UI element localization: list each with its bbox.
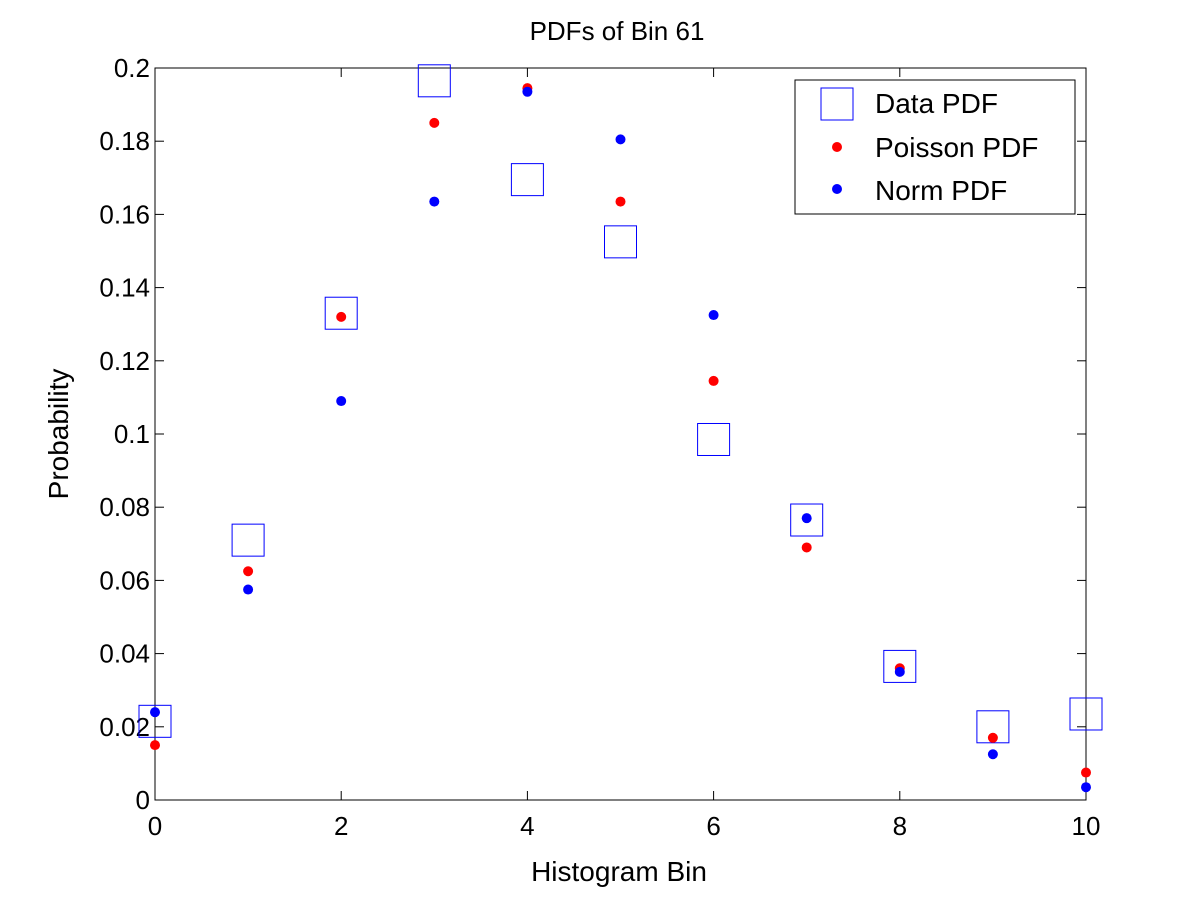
data-pdf-point	[1069, 697, 1103, 731]
y-tick-label: 0.14	[99, 273, 150, 303]
chart-title: PDFs of Bin 61	[530, 16, 705, 46]
norm-pdf-point	[987, 749, 998, 760]
y-tick-label: 0.16	[99, 199, 150, 229]
x-tick-label: 2	[334, 811, 348, 841]
y-tick-label: 0	[136, 785, 150, 815]
poisson-pdf-point	[243, 566, 254, 577]
data-pdf-point	[231, 523, 265, 557]
data-pdf-point	[324, 296, 358, 330]
poisson-pdf-point	[1081, 767, 1091, 778]
legend-marker-data-pdf-icon	[820, 87, 854, 121]
norm-pdf-point	[243, 584, 254, 595]
legend-marker-poisson-pdf-icon	[832, 142, 842, 152]
y-tick-label: 0.1	[114, 419, 150, 449]
y-tick-label: 0.08	[99, 492, 150, 522]
ticks-layer: 0 2 4 6 8 10 0 0.02 0.04 0.06 0.08 0.1 0.12 0.14 0.16 0…	[99, 53, 1100, 841]
norm-pdf-point	[522, 86, 533, 97]
y-tick-label: 0.12	[99, 346, 150, 376]
y-axis-label: Probability	[43, 369, 74, 500]
y-tick-label: 0.04	[99, 639, 150, 669]
y-tick-label: 0.02	[99, 712, 150, 742]
x-tick-label: 8	[893, 811, 907, 841]
poisson-pdf-point	[150, 740, 160, 751]
legend-label-poisson-pdf: Poisson PDF	[875, 132, 1038, 163]
data-pdf-point	[604, 225, 637, 259]
x-axis-label: Histogram Bin	[531, 856, 707, 887]
data-pdf-point	[138, 704, 172, 738]
norm-pdf-point	[615, 134, 626, 145]
norm-pdf-point	[801, 513, 812, 524]
x-tick-label: 6	[706, 811, 720, 841]
data-pdf-point	[417, 64, 451, 98]
data-pdf-point	[510, 163, 544, 197]
norm-pdf-point	[429, 196, 440, 207]
legend-label-norm-pdf: Norm PDF	[875, 175, 1007, 206]
poisson-pdf-point	[708, 375, 719, 386]
y-tick-label: 0.18	[99, 126, 150, 156]
poisson-pdf-point	[429, 117, 440, 128]
poisson-pdf-point	[615, 196, 626, 207]
poisson-pdf-point	[801, 542, 812, 553]
norm-pdf-point	[708, 310, 719, 321]
legend-label-data-pdf: Data PDF	[875, 88, 998, 119]
x-tick-label: 0	[148, 811, 162, 841]
x-tick-label: 10	[1072, 811, 1101, 841]
y-tick-label: 0.2	[114, 53, 150, 83]
legend-marker-norm-pdf-icon	[832, 184, 842, 194]
poisson-pdf-point	[336, 311, 347, 322]
series-norm-pdf	[150, 86, 1091, 793]
norm-pdf-point	[150, 707, 160, 718]
y-tick-label: 0.06	[99, 565, 150, 595]
series-data-pdf	[138, 64, 1103, 744]
poisson-pdf-point	[987, 732, 998, 743]
norm-pdf-point	[894, 666, 905, 677]
marks-layer	[138, 64, 1103, 793]
data-pdf-point	[976, 710, 1010, 744]
data-pdf-point	[883, 649, 917, 683]
norm-pdf-point	[1081, 782, 1091, 793]
norm-pdf-point	[336, 396, 347, 407]
x-tick-label: 4	[520, 811, 534, 841]
data-pdf-point	[697, 422, 731, 456]
data-pdf-point	[790, 503, 824, 537]
legend: Data PDF Poisson PDF Norm PDF	[794, 79, 1076, 215]
